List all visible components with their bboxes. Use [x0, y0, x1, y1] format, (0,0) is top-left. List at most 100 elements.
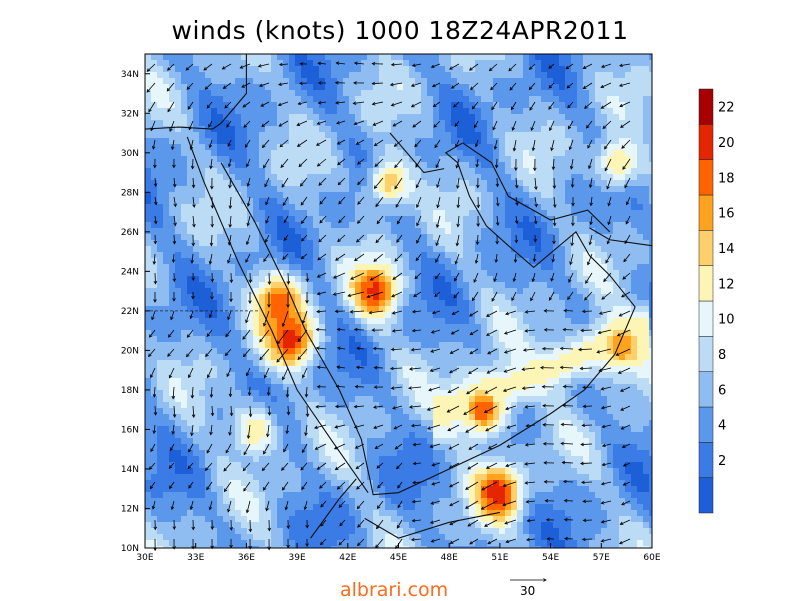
field-cell — [481, 222, 488, 229]
field-cell — [433, 492, 440, 499]
field-cell — [463, 348, 470, 355]
field-cell — [421, 516, 428, 523]
field-cell — [265, 306, 272, 313]
field-cell — [313, 408, 320, 415]
field-cell — [379, 474, 386, 481]
field-cell — [463, 198, 470, 205]
field-cell — [349, 204, 356, 211]
field-cell — [403, 480, 410, 487]
field-cell — [343, 288, 350, 295]
field-cell — [319, 312, 326, 319]
field-cell — [271, 438, 278, 445]
field-cell — [397, 156, 404, 163]
field-cell — [421, 318, 428, 325]
field-cell — [313, 402, 320, 409]
field-cell — [451, 78, 458, 85]
field-cell — [205, 492, 212, 499]
field-cell — [181, 522, 188, 529]
field-cell — [235, 306, 242, 313]
field-cell — [253, 300, 260, 307]
field-cell — [427, 270, 434, 277]
field-cell — [397, 516, 404, 523]
field-cell — [325, 360, 332, 367]
field-cell — [241, 318, 248, 325]
field-cell — [493, 54, 500, 61]
field-cell — [157, 168, 164, 175]
field-cell — [247, 180, 254, 187]
field-cell — [193, 246, 200, 253]
field-cell — [499, 78, 506, 85]
field-cell — [283, 510, 290, 517]
field-cell — [373, 300, 380, 307]
field-cell — [235, 342, 242, 349]
field-cell — [271, 252, 278, 259]
field-cell — [283, 546, 290, 549]
field-cell — [319, 498, 326, 505]
field-cell — [343, 354, 350, 361]
field-cell — [493, 228, 500, 235]
field-cell — [199, 450, 206, 457]
field-cell — [265, 498, 272, 505]
field-cell — [337, 252, 344, 259]
field-cell — [481, 348, 488, 355]
field-cell — [451, 192, 458, 199]
field-cell — [319, 504, 326, 511]
field-cell — [475, 126, 482, 133]
field-cell — [187, 138, 194, 145]
field-cell — [211, 156, 218, 163]
field-cell — [193, 522, 200, 529]
field-cell — [451, 180, 458, 187]
field-cell — [487, 84, 494, 91]
field-cell — [277, 210, 284, 217]
field-cell — [277, 246, 284, 253]
field-cell — [259, 390, 266, 397]
field-cell — [313, 66, 320, 73]
field-cell — [247, 510, 254, 517]
field-cell — [343, 204, 350, 211]
field-cell — [217, 144, 224, 151]
field-cell — [415, 360, 422, 367]
field-cell — [433, 486, 440, 493]
field-cell — [349, 222, 356, 229]
field-cell — [241, 282, 248, 289]
field-cell — [229, 318, 236, 325]
field-cell — [217, 396, 224, 403]
field-cell — [439, 96, 446, 103]
field-cell — [409, 180, 416, 187]
field-cell — [271, 318, 278, 325]
field-cell — [445, 426, 452, 433]
field-cell — [289, 438, 296, 445]
field-cell — [451, 492, 458, 499]
field-cell — [355, 492, 362, 499]
field-cell — [217, 390, 224, 397]
field-cell — [367, 162, 374, 169]
field-cell — [385, 450, 392, 457]
field-cell — [367, 174, 374, 181]
field-cell — [361, 336, 368, 343]
field-cell — [211, 402, 218, 409]
field-cell — [403, 144, 410, 151]
field-cell — [157, 426, 164, 433]
field-cell — [163, 240, 170, 247]
field-cell — [463, 408, 470, 415]
field-cell — [217, 264, 224, 271]
field-cell — [355, 216, 362, 223]
field-cell — [181, 210, 188, 217]
field-cell — [313, 444, 320, 451]
field-cell — [169, 180, 176, 187]
field-cell — [397, 258, 404, 265]
field-cell — [463, 456, 470, 463]
field-cell — [481, 240, 488, 247]
field-cell — [199, 348, 206, 355]
field-cell — [217, 288, 224, 295]
field-cell — [349, 348, 356, 355]
field-cell — [235, 216, 242, 223]
field-cell — [385, 504, 392, 511]
field-cell — [373, 306, 380, 313]
field-cell — [433, 420, 440, 427]
field-cell — [403, 528, 410, 535]
field-cell — [259, 486, 266, 493]
field-cell — [331, 222, 338, 229]
field-cell — [151, 246, 158, 253]
field-cell — [493, 426, 500, 433]
